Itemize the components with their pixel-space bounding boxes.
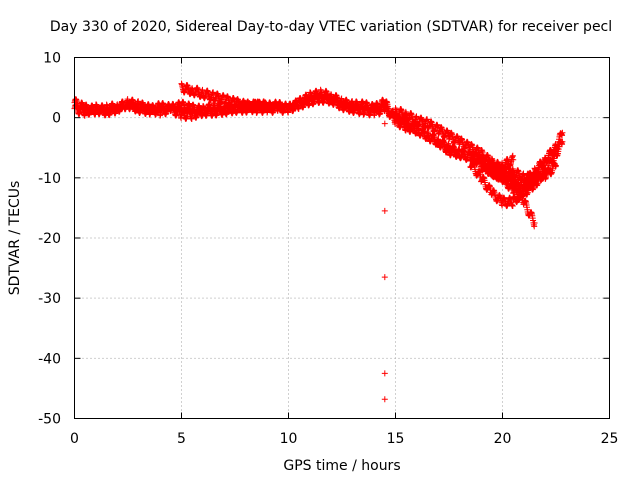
data-point: [553, 144, 559, 151]
data-point: [381, 274, 388, 281]
data-point: [531, 219, 538, 226]
y-tick-label: -40: [38, 351, 61, 367]
data-point: [381, 120, 388, 127]
data-point: [264, 102, 271, 109]
data-point: [456, 146, 463, 153]
data-point: [381, 370, 388, 377]
data-point: [445, 143, 452, 150]
x-tick-label: 25: [601, 431, 619, 447]
y-tick-labels: 10 0 -10 -20 -30 -40 -50: [38, 51, 61, 428]
data-point: [559, 129, 566, 136]
x-tick-label: 5: [177, 431, 186, 447]
data-point: [295, 103, 302, 110]
x-tick-label: 0: [70, 431, 79, 447]
data-point: [381, 207, 388, 214]
series-track-D: [467, 141, 559, 210]
x-tick-labels: 0 5 10 15 20 25: [70, 431, 618, 447]
data-points: [71, 80, 566, 403]
data-point: [553, 162, 559, 169]
x-tick-label: 20: [494, 431, 512, 447]
y-tick-label: 10: [43, 51, 61, 67]
data-point: [559, 138, 566, 145]
data-point: [81, 112, 88, 119]
data-point: [413, 113, 420, 120]
y-tick-label: -30: [38, 291, 61, 307]
axis-ticks: [74, 57, 610, 419]
series-track-C: [178, 80, 559, 186]
y-tick-label: -20: [38, 231, 61, 247]
x-tick-label: 10: [280, 431, 298, 447]
data-point: [510, 156, 517, 163]
y-tick-label: -10: [38, 171, 61, 187]
y-tick-label: 0: [52, 111, 61, 127]
series-outliers: [381, 120, 388, 403]
chart-title: Day 330 of 2020, Sidereal Day-to-day VTE…: [50, 19, 612, 35]
x-tick-label: 15: [387, 431, 405, 447]
x-axis-label: GPS time / hours: [283, 458, 400, 474]
data-point: [509, 202, 516, 209]
y-axis-label: SDTVAR / TECUs: [7, 181, 23, 296]
data-point: [188, 115, 195, 122]
data-point: [381, 396, 388, 403]
data-point: [210, 89, 217, 96]
data-point: [135, 98, 142, 105]
data-point: [424, 116, 431, 123]
y-tick-label: -50: [38, 412, 61, 428]
series-track-F: [488, 152, 517, 181]
